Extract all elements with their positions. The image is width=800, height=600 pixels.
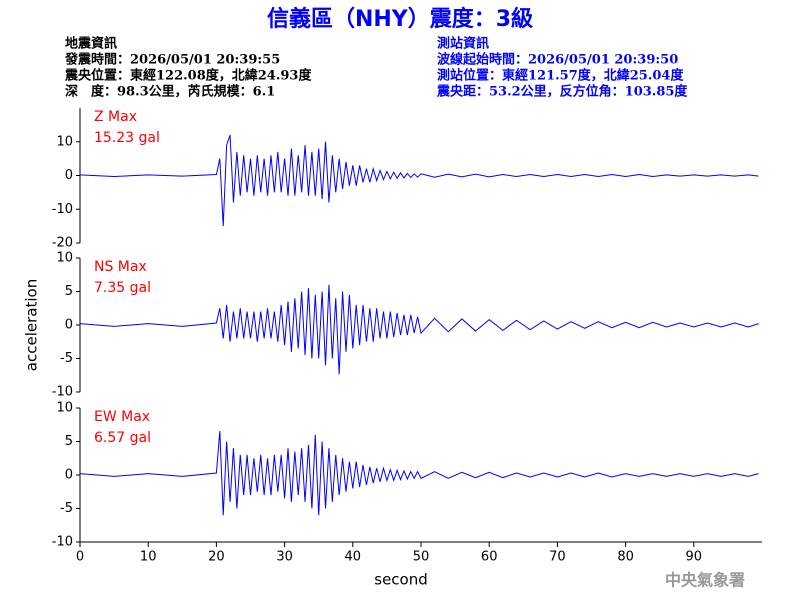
info-line: 發震時間：2026/05/01 20:39:55 — [64, 52, 280, 68]
max-annotation: 15.23 gal — [94, 130, 160, 146]
x-tick-label: 10 — [140, 550, 157, 565]
info-line: 波線起始時間：2026/05/01 20:39:50 — [437, 52, 678, 68]
info-line: 測站資訊 — [437, 36, 489, 52]
y-tick-label: 10 — [56, 134, 73, 149]
x-tick-label: 60 — [481, 550, 498, 565]
x-tick-label: 20 — [208, 550, 225, 565]
x-tick-label: 0 — [76, 550, 84, 565]
x-tick-label: 80 — [617, 550, 634, 565]
waveform — [79, 430, 759, 516]
max-annotation: Z Max — [94, 109, 137, 125]
y-tick-label: -10 — [52, 385, 73, 400]
x-tick-label: 40 — [345, 550, 362, 565]
max-annotation: EW Max — [94, 409, 150, 425]
max-annotation: 6.57 gal — [94, 430, 151, 446]
info-line: 深 度：98.3公里，芮氏規模：6.1 — [65, 84, 275, 100]
y-tick-label: -5 — [60, 501, 73, 516]
info-line: 震央位置：東經122.08度，北緯24.93度 — [64, 68, 312, 84]
info-line: 地震資訊 — [65, 36, 117, 52]
x-tick-label: 90 — [686, 550, 703, 565]
max-annotation: 7.35 gal — [94, 280, 151, 296]
info-line: 震央距：53.2公里，反方位角：103.85度 — [436, 84, 688, 100]
y-tick-label: 10 — [56, 401, 73, 416]
waveform — [79, 284, 759, 375]
x-tick-label: 30 — [276, 550, 293, 565]
max-annotation: NS Max — [94, 259, 147, 275]
y-tick-label: -10 — [52, 202, 73, 217]
x-tick-label: 50 — [413, 550, 430, 565]
y-tick-label: -10 — [52, 535, 73, 550]
footer: 中央氣象署 — [665, 571, 745, 590]
waveform — [79, 134, 759, 227]
y-tick-label: -20 — [52, 236, 73, 251]
x-tick-label: 70 — [549, 550, 566, 565]
y-tick-label: 5 — [65, 284, 73, 299]
y-tick-label: 5 — [65, 434, 73, 449]
y-tick-label: 0 — [65, 468, 73, 483]
y-tick-label: -5 — [60, 351, 73, 366]
y-tick-label: 0 — [65, 168, 73, 183]
info-line: 測站位置：東經121.57度，北緯25.04度 — [437, 68, 684, 84]
y-tick-label: 0 — [65, 318, 73, 333]
title: 信義區（NHY）震度：3級 — [267, 6, 533, 32]
y-axis-label: acceleration — [23, 279, 41, 371]
x-axis-label: second — [374, 571, 428, 589]
y-tick-label: 10 — [56, 251, 73, 266]
